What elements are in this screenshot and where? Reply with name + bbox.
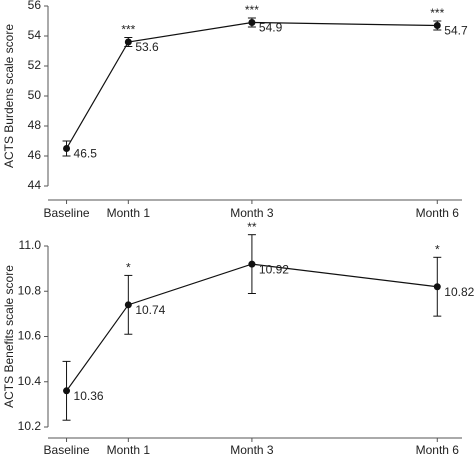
value-label: 10.36 [74,389,104,403]
data-point [63,145,71,152]
data-point [433,22,441,29]
y-tick-label: 10.8 [18,283,42,297]
value-label: 10.74 [135,303,165,317]
y-axis-label: ACTS Benefits scale score [2,265,16,408]
value-label: 54.7 [444,24,468,38]
x-tick-label: Month 3 [230,206,274,220]
significance-label: *** [245,3,259,17]
data-point [124,38,132,46]
value-label: 10.92 [259,262,289,276]
value-label: 10.82 [444,285,474,299]
significance-label: *** [121,23,135,37]
x-tick-label: Month 3 [230,443,274,457]
significance-label: * [435,242,440,256]
significance-label: * [126,261,131,275]
x-tick-label: Month 1 [107,443,151,457]
value-label: 53.6 [135,40,159,54]
y-tick-label: 54 [28,28,42,42]
data-point [433,283,441,291]
data-line [66,263,438,392]
y-tick-label: 50 [28,88,42,102]
x-tick-label: Month 1 [107,206,151,220]
y-tick-label: 46 [28,148,42,162]
y-axis-label: ACTS Burdens scale score [2,24,16,168]
x-tick-label: Baseline [44,206,90,220]
y-tick-label: 10.2 [18,419,42,433]
y-tick-label: 44 [28,178,42,192]
x-tick-label: Month 6 [416,443,460,457]
x-tick-label: Baseline [44,443,90,457]
value-label: 54.9 [259,21,283,35]
data-line [66,21,438,149]
data-point [63,387,71,395]
y-tick-label: 52 [28,58,42,72]
x-tick-label: Month 6 [416,206,460,220]
y-tick-label: 11.0 [19,238,42,252]
y-tick-label: 10.6 [18,329,42,343]
value-label: 46.5 [74,147,98,161]
significance-label: ** [247,220,257,234]
data-point [124,301,132,309]
significance-label: *** [430,6,444,20]
y-tick-label: 10.4 [18,374,42,388]
y-tick-label: 56 [28,0,42,12]
data-point [248,19,256,26]
data-point [248,260,256,268]
y-tick-label: 48 [28,118,42,132]
